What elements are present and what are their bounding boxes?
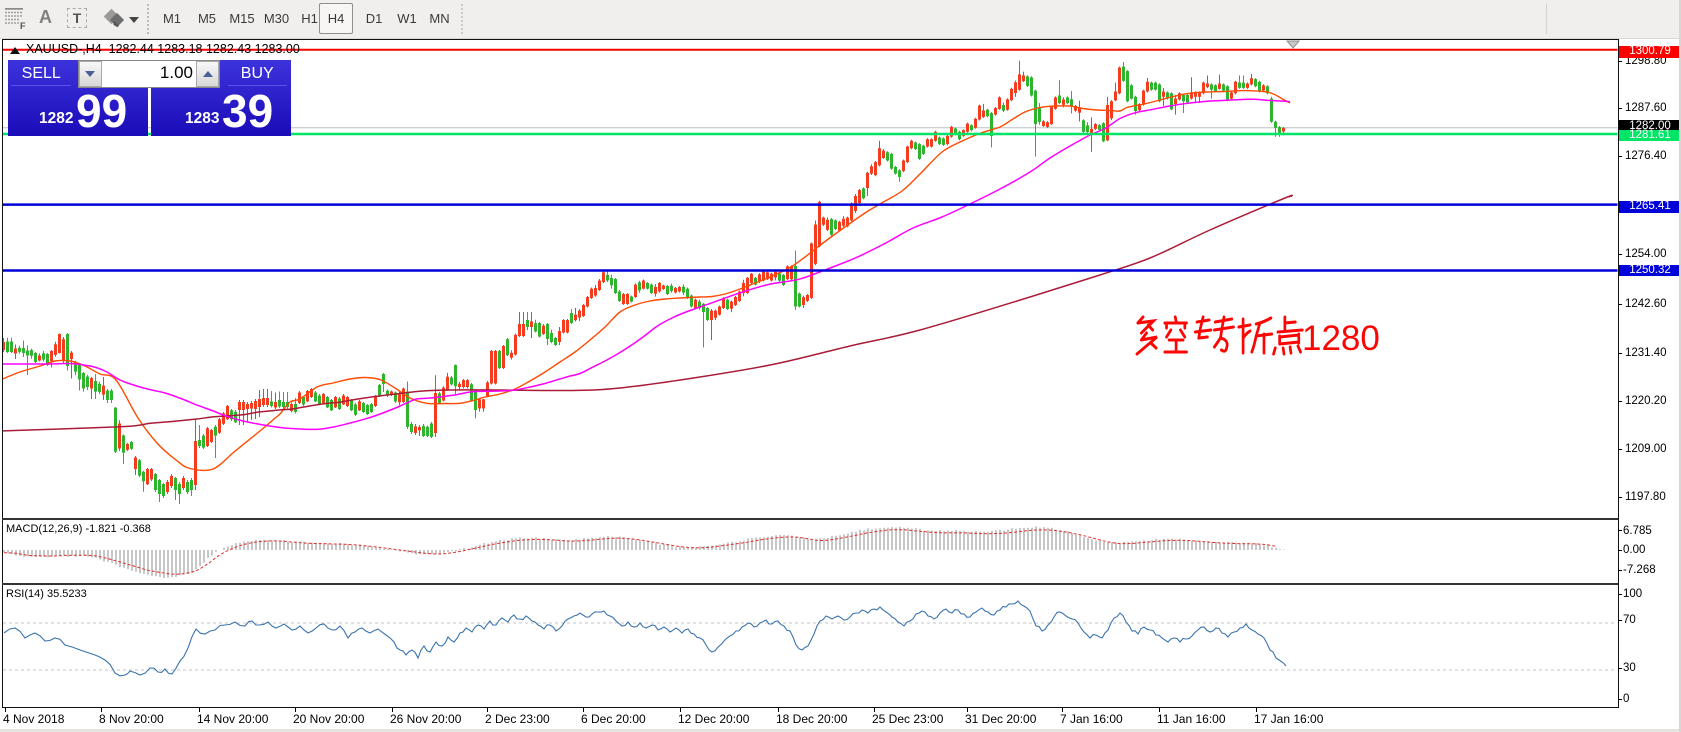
svg-text:F: F [20, 21, 26, 31]
svg-text:1280: 1280 [1302, 319, 1380, 356]
